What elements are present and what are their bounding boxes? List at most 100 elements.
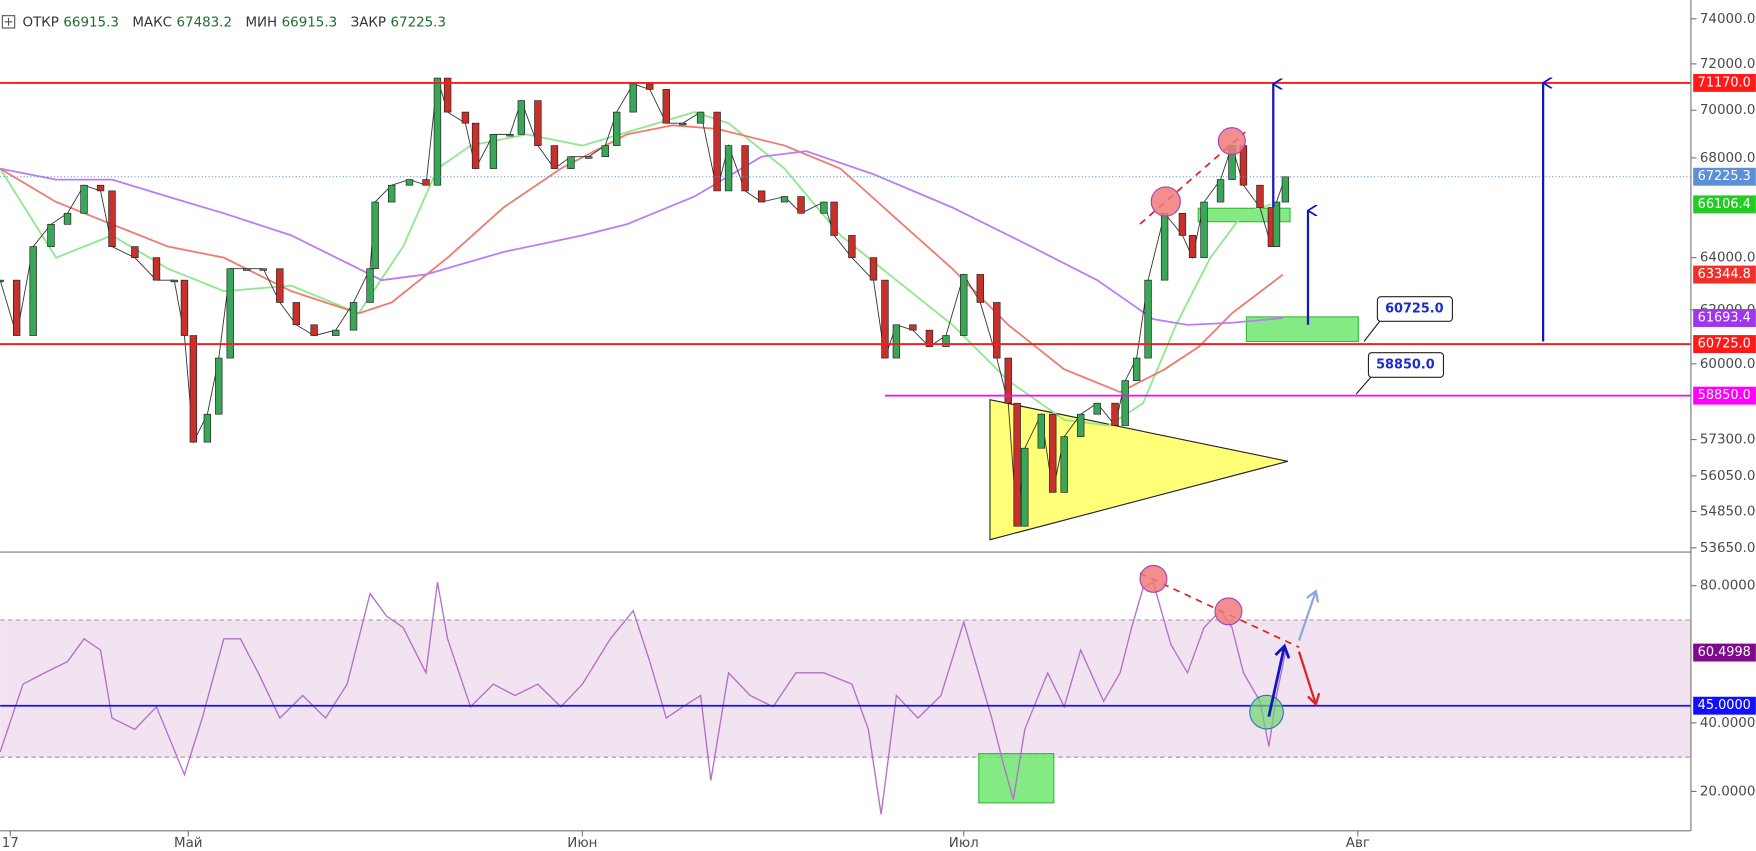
price-label-box [1693, 167, 1756, 186]
candle [332, 329, 340, 336]
candle [1281, 176, 1290, 203]
price-label-box [1693, 386, 1756, 405]
candle [976, 274, 984, 303]
candle [1060, 436, 1068, 493]
candle [679, 122, 687, 126]
candle [506, 134, 514, 137]
candle [366, 268, 374, 303]
candle [310, 324, 318, 336]
support-zone [1245, 316, 1359, 343]
price-label-box [1693, 643, 1756, 662]
y-tick-label: 60000.0 [1700, 357, 1756, 372]
x-tick-label: Май [174, 836, 203, 851]
header-value: 66915.3 [282, 15, 338, 30]
candle [1021, 447, 1029, 527]
candle [780, 196, 789, 203]
candle [108, 190, 116, 247]
price-label-box [1693, 696, 1756, 715]
candle [170, 279, 178, 283]
candle [433, 77, 442, 186]
candle [820, 201, 828, 214]
candle [443, 77, 452, 113]
candle [259, 268, 267, 271]
candle [180, 279, 189, 336]
candle [534, 100, 542, 146]
arrow-head [1274, 643, 1291, 659]
price-label: 63344.8 [1698, 267, 1751, 282]
candle [925, 329, 934, 347]
candle [757, 190, 766, 203]
candle [1013, 402, 1021, 527]
header-label: ЗАКР [351, 15, 386, 30]
candle [0, 279, 4, 283]
candle [550, 145, 559, 169]
y-tick-label: 53650.0 [1700, 541, 1756, 556]
arrow-head [1306, 589, 1320, 603]
candle [371, 201, 379, 270]
y-tick-label: 72000.0 [1700, 57, 1756, 72]
candle [993, 302, 1001, 359]
candle [1200, 201, 1208, 258]
price-label: 71170.0 [1698, 75, 1751, 90]
price-label: 60.4998 [1698, 645, 1751, 660]
price-label-box [1693, 335, 1756, 354]
y-tick-label: 20.0000 [1700, 784, 1756, 799]
rsi-band [0, 620, 1691, 758]
x-tick-label: Июн [567, 836, 597, 851]
candle [29, 246, 37, 336]
candle [646, 83, 654, 90]
candle [12, 279, 21, 336]
price-label: 67225.3 [1698, 169, 1751, 184]
candle [203, 413, 212, 443]
triangle-pattern [989, 399, 1288, 541]
candle [1132, 357, 1141, 381]
candle [942, 335, 950, 347]
candle [567, 156, 575, 169]
candle [1037, 413, 1045, 449]
candle [830, 201, 838, 236]
candle [461, 111, 470, 124]
header-label: МИН [245, 15, 277, 30]
candle [387, 184, 396, 203]
moving-average [0, 150, 1283, 326]
candle [96, 184, 105, 192]
candle [1160, 212, 1169, 281]
callout-text: 58850.0 [1376, 358, 1435, 373]
candle [63, 212, 72, 225]
candle [1178, 212, 1187, 236]
candle [243, 268, 251, 271]
y-tick-label: 56050.0 [1700, 469, 1756, 484]
candle [1111, 402, 1119, 426]
arrow [1297, 590, 1317, 641]
price-label: 66106.4 [1698, 197, 1751, 212]
arrow [1267, 645, 1286, 717]
x-tick-label: 17 [2, 836, 19, 851]
price-label-box [1693, 309, 1756, 327]
callout [1367, 352, 1445, 378]
candle [1216, 179, 1225, 203]
candle [1077, 413, 1085, 438]
candle [741, 145, 749, 192]
marker-circle [1150, 186, 1181, 217]
candle [276, 268, 284, 303]
icon [1, 15, 16, 29]
y-tick-label: 70000.0 [1700, 103, 1756, 118]
candle [629, 83, 637, 113]
price-label-box [1693, 195, 1756, 214]
candle [1256, 184, 1264, 208]
candle [1121, 380, 1129, 426]
data-layer [0, 77, 1691, 815]
candle [1093, 402, 1101, 415]
candle [517, 100, 526, 135]
candle [601, 145, 609, 158]
ohlc-header: ОТКР 66915.3 МАКС 67483.2 МИН 66915.3 ЗАКР 6722… [23, 15, 446, 30]
x-tick-label: Июл [949, 836, 979, 851]
price-label: 58850.0 [1698, 388, 1751, 403]
candle [1188, 235, 1197, 258]
candle [189, 335, 198, 443]
candle [869, 257, 878, 281]
candle [152, 257, 161, 281]
price-label: 45.0000 [1698, 698, 1751, 713]
